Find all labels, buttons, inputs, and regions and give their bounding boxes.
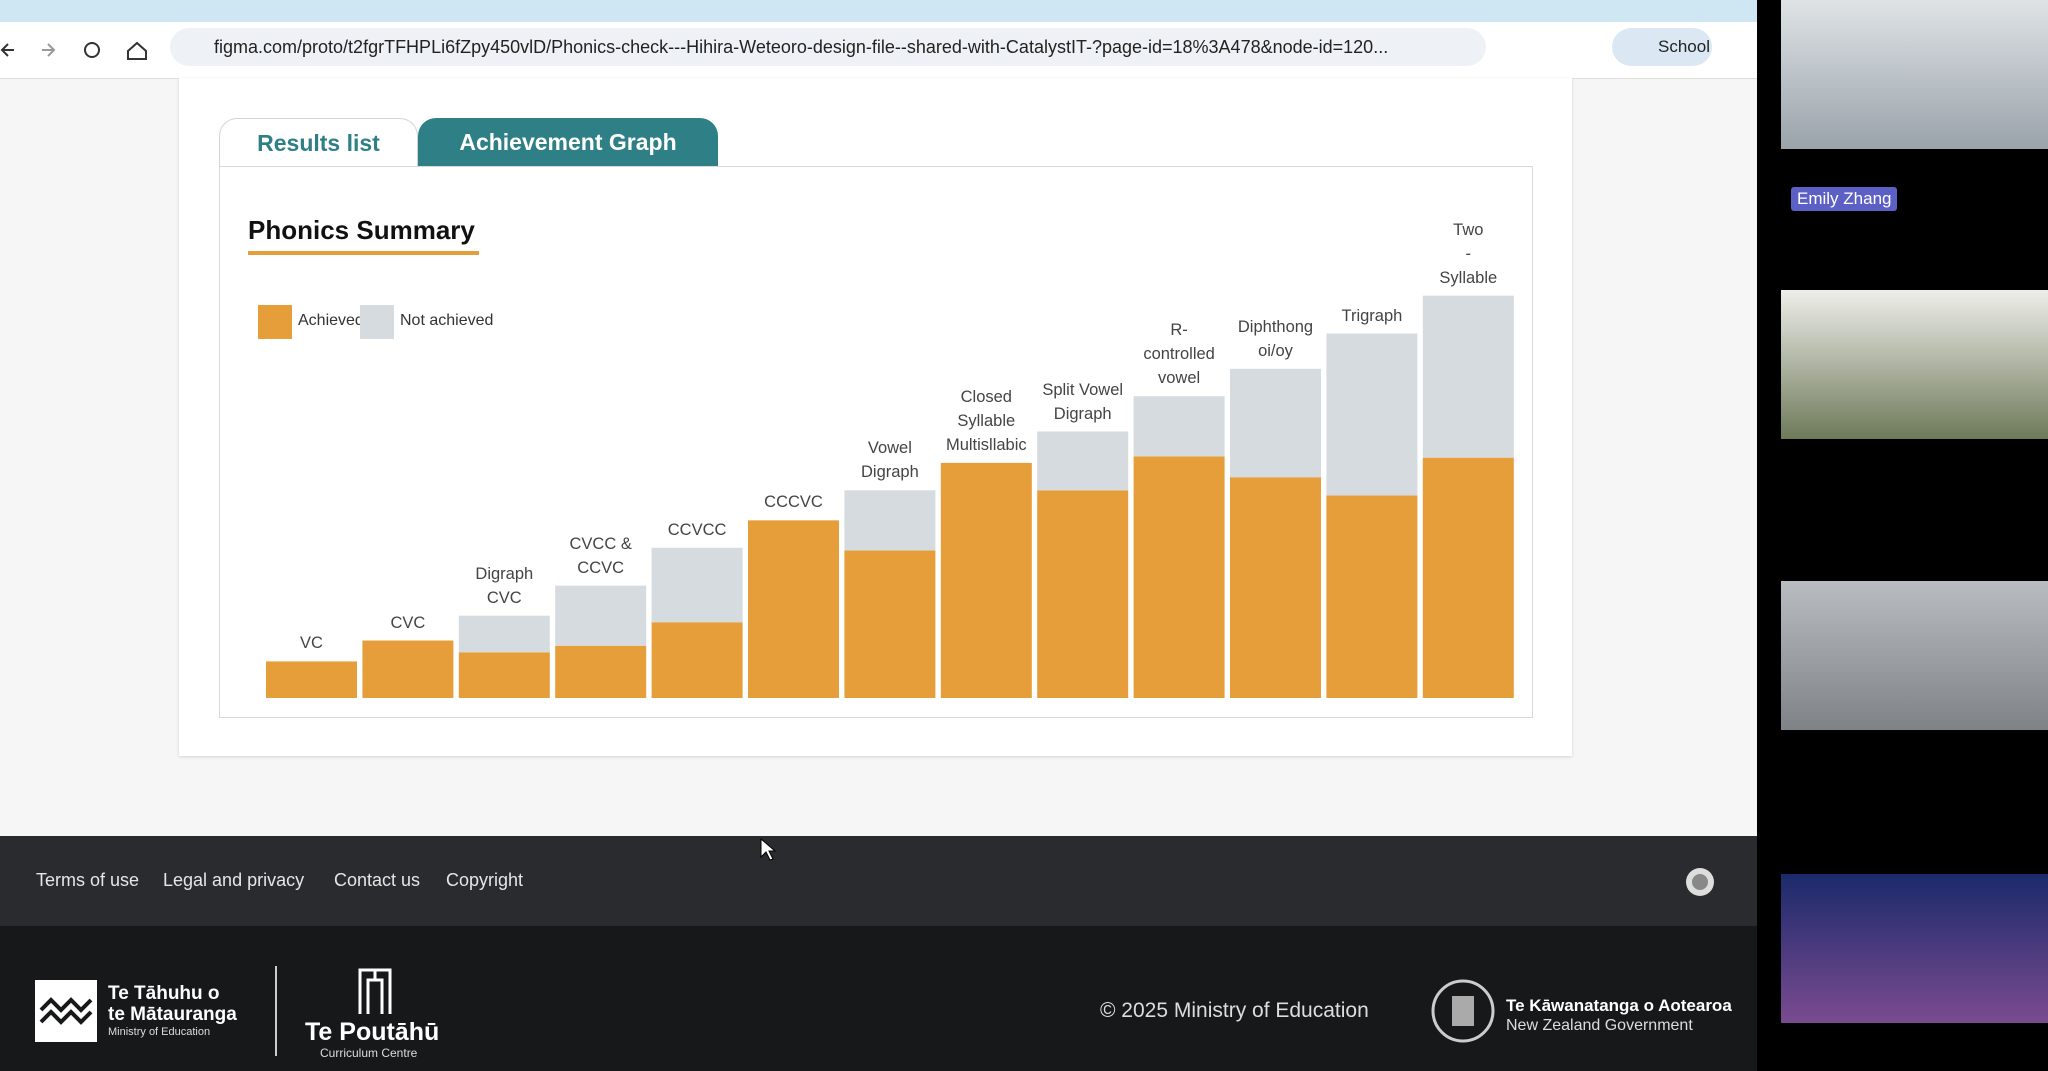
footer-link[interactable]: Contact us bbox=[334, 870, 421, 890]
category-label: Diphthong oi/oy bbox=[1237, 317, 1314, 360]
bar-segment bbox=[555, 585, 647, 646]
bar-segment bbox=[651, 622, 743, 698]
legend-label: Achieved bbox=[298, 312, 364, 329]
category-label: Digraph CVC bbox=[475, 564, 534, 607]
category-label: CCCVC bbox=[764, 493, 823, 512]
category-label: CVC bbox=[390, 613, 426, 632]
bar-segment bbox=[1230, 368, 1321, 478]
bar-segment bbox=[1326, 333, 1418, 496]
chart-panel: Phonics Summary Achieved Not achieved VC CV… bbox=[219, 166, 1533, 718]
nav-icons bbox=[0, 41, 147, 60]
centre-logo-text: Curriculum Centre bbox=[320, 1046, 418, 1060]
legend-swatch bbox=[360, 305, 394, 339]
bar-segment bbox=[458, 652, 550, 698]
category-label: Two - Syllable bbox=[1439, 220, 1498, 287]
legend-label: Not achieved bbox=[400, 312, 494, 329]
ministry-logo-text: Te Tāhuhu o bbox=[108, 983, 220, 1004]
footer-link[interactable]: Terms of use bbox=[36, 870, 140, 890]
address-bar[interactable]: figma.com/proto/t2fgrTFHPLi6fZpy450vlD/P… bbox=[170, 28, 1486, 66]
achievement-graph-tab[interactable]: Achievement Graph bbox=[418, 118, 718, 166]
category-label: Split Vowel Digraph bbox=[1042, 380, 1124, 423]
centre-logo-text: Te Poutāhū bbox=[305, 1018, 440, 1046]
bar-segment bbox=[458, 615, 550, 653]
category-label: R- controlled vowel bbox=[1143, 321, 1215, 388]
bar-segment bbox=[1326, 495, 1418, 698]
copyright: © 2025 Ministry of Education bbox=[1100, 999, 1369, 1022]
bar-segment bbox=[266, 661, 357, 698]
bar-segment bbox=[1133, 456, 1225, 698]
category-label: VC bbox=[300, 634, 323, 653]
government-crest bbox=[1431, 979, 1495, 1043]
category-label: Closed Syllable Multisllabic bbox=[945, 387, 1027, 454]
participant-name: Emily Zhang bbox=[1791, 187, 1898, 211]
government-logo-text: Te Kāwanatanga o Aotearoa bbox=[1506, 996, 1732, 1015]
toolbar: figma.com/proto/t2fgrTFHPLi6fZpy450vlD/P… bbox=[0, 22, 1757, 79]
browser-window: figma.com/proto/t2fgrTFHPLi6fZpy450vlD/P… bbox=[0, 0, 1757, 1071]
bar-segment bbox=[555, 645, 647, 698]
mouse-cursor bbox=[760, 838, 777, 861]
plot bbox=[266, 295, 1514, 698]
results-list-tab[interactable]: Results list bbox=[219, 118, 418, 166]
tab-strip bbox=[0, 0, 1757, 22]
video-tile bbox=[1781, 290, 2048, 439]
category-label: CVCC & CCVC bbox=[569, 534, 632, 577]
footer-link[interactable]: Legal and privacy bbox=[163, 870, 305, 890]
bar-segment bbox=[940, 462, 1032, 698]
footer-logos: Te Tāhuhu o te Mātauranga Ministry of Ed… bbox=[0, 926, 1757, 1071]
ministry-logo-text: te Mātauranga bbox=[108, 1004, 237, 1025]
bar-segment bbox=[844, 550, 936, 698]
ministry-logo-text: Ministry of Education bbox=[108, 1026, 211, 1038]
video-tile bbox=[1781, 874, 2048, 1023]
bar-segment bbox=[1133, 396, 1225, 457]
bar-segment bbox=[1037, 490, 1129, 698]
bar-segment bbox=[1422, 457, 1514, 698]
category-label: CCVCC bbox=[667, 520, 727, 539]
video-tile bbox=[1781, 581, 2048, 730]
video-panel: Emily Zhang bbox=[1757, 0, 2048, 1071]
category-label: Vowel Digraph bbox=[860, 439, 919, 482]
bar-segment bbox=[1230, 477, 1321, 698]
bar-segment bbox=[362, 640, 454, 698]
chart-title: Phonics Summary bbox=[248, 215, 475, 245]
video-tile bbox=[1781, 0, 2048, 149]
profile-button[interactable]: School bbox=[1612, 28, 1712, 66]
bar-segment bbox=[651, 547, 743, 623]
bar-segment bbox=[844, 490, 936, 551]
language-icon[interactable] bbox=[1684, 866, 1716, 898]
government-logo-text: New Zealand Government bbox=[1506, 1017, 1693, 1034]
legend-swatch bbox=[258, 305, 292, 339]
title-underline bbox=[248, 251, 479, 255]
footer-link[interactable]: Copyright bbox=[446, 870, 524, 890]
bar-segment bbox=[1422, 295, 1514, 458]
category-label: Trigraph bbox=[1341, 306, 1403, 325]
centre-emblem bbox=[358, 968, 392, 1014]
ministry-emblem bbox=[35, 980, 97, 1042]
bar-segment bbox=[748, 520, 839, 698]
bar-segment bbox=[1037, 431, 1129, 491]
footer-links: Terms of use Legal and privacy Contact u… bbox=[0, 836, 1757, 926]
logo-divider bbox=[275, 966, 277, 1056]
